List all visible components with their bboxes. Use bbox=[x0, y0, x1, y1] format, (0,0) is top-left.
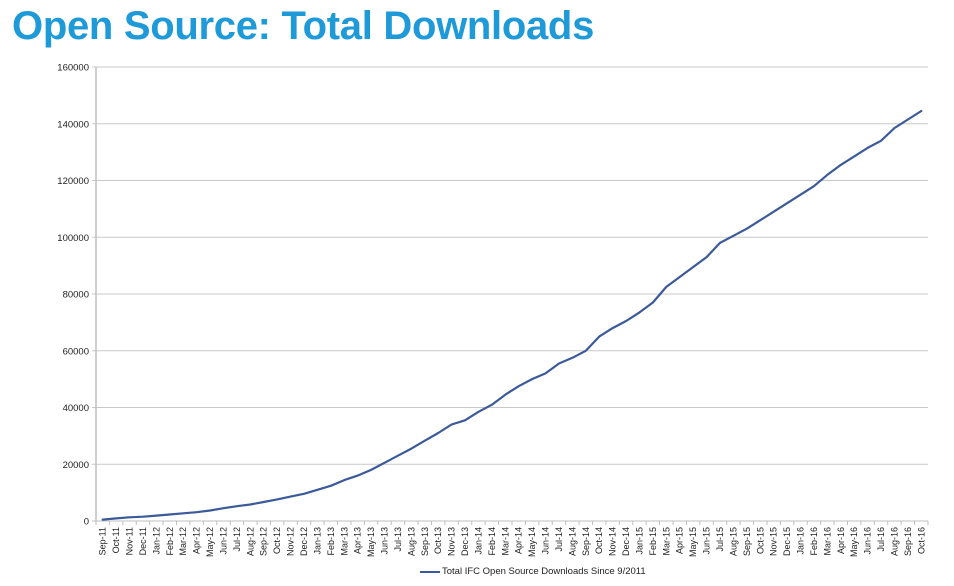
x-tick-label: Jun-15 bbox=[702, 527, 712, 555]
y-tick-label: 120000 bbox=[57, 176, 89, 187]
x-tick-label: Apr-12 bbox=[192, 527, 202, 554]
x-tick-label: Feb-15 bbox=[648, 527, 658, 556]
y-axis: 0 20000 40000 60000 80000 100000 120000 140000 1… bbox=[57, 63, 97, 528]
x-tick-label: Aug-14 bbox=[567, 527, 577, 556]
legend-line-swatch-icon bbox=[420, 570, 440, 573]
x-tick-label: Sep-15 bbox=[742, 527, 752, 556]
x-tick-label: Feb-12 bbox=[165, 527, 175, 556]
x-tick-label: Nov-14 bbox=[608, 527, 618, 556]
x-tick-label: Sep-13 bbox=[420, 527, 430, 556]
downloads-line bbox=[101, 109, 923, 521]
x-tick-label: Nov-15 bbox=[769, 527, 779, 556]
y-tick-label: 160000 bbox=[57, 63, 89, 74]
x-tick-label: Nov-13 bbox=[447, 527, 457, 556]
x-tick-label: Aug-15 bbox=[728, 527, 738, 556]
x-tick-label: Apr-13 bbox=[353, 527, 363, 554]
x-tick-label: Nov-12 bbox=[286, 527, 296, 556]
x-tick-label: May-12 bbox=[205, 527, 215, 557]
x-tick-label: Apr-15 bbox=[675, 527, 685, 554]
legend-label: Total IFC Open Source Downloads Since 9/… bbox=[442, 566, 646, 577]
x-tick-label: Aug-13 bbox=[406, 527, 416, 556]
x-tick-label: Jul-15 bbox=[715, 527, 725, 552]
x-tick-label: Oct-16 bbox=[916, 527, 926, 554]
x-tick-label: Jul-13 bbox=[393, 527, 403, 552]
x-tick-label: Dec-13 bbox=[460, 527, 470, 556]
x-tick-label: May-16 bbox=[849, 527, 859, 557]
x-tick-label: Feb-16 bbox=[809, 527, 819, 556]
x-tick-label: Oct-15 bbox=[755, 527, 765, 554]
x-tick-label: Jan-15 bbox=[634, 527, 644, 555]
x-tick-label: Oct-14 bbox=[594, 527, 604, 554]
x-tick-label: Oct-13 bbox=[433, 527, 443, 554]
legend: Total IFC Open Source Downloads Since 9/… bbox=[420, 566, 646, 577]
x-tick-label: Jan-13 bbox=[312, 527, 322, 555]
y-tick-label: 80000 bbox=[63, 290, 89, 301]
x-tick-label: Apr-14 bbox=[514, 527, 524, 554]
x-tick-label: Jun-16 bbox=[863, 527, 873, 555]
x-tick-label: Sep-12 bbox=[259, 527, 269, 556]
y-tick-label: 140000 bbox=[57, 119, 89, 130]
x-tick-label: Feb-13 bbox=[326, 527, 336, 556]
x-tick-label: Dec-14 bbox=[621, 527, 631, 556]
x-tick-label: Aug-16 bbox=[889, 527, 899, 556]
x-tick-label: Dec-12 bbox=[299, 527, 309, 556]
x-tick-label: Apr-16 bbox=[836, 527, 846, 554]
x-tick-label: Mar-13 bbox=[339, 527, 349, 556]
x-tick-label: Mar-16 bbox=[822, 527, 832, 556]
y-tick-label: 60000 bbox=[63, 346, 89, 357]
x-tick-label: Jul-14 bbox=[554, 527, 564, 552]
x-tick-label: Feb-14 bbox=[487, 527, 497, 556]
page-title: Open Source: Total Downloads bbox=[12, 4, 595, 48]
x-tick-label: Jan-14 bbox=[473, 527, 483, 555]
x-tick-label: Jan-16 bbox=[796, 527, 806, 555]
x-tick-label: Mar-14 bbox=[500, 527, 510, 556]
x-tick-label: Jul-12 bbox=[232, 527, 242, 552]
x-tick-label: May-15 bbox=[688, 527, 698, 557]
x-tick-label: Oct-12 bbox=[272, 527, 282, 554]
x-tick-label: May-13 bbox=[366, 527, 376, 557]
x-tick-label: Mar-15 bbox=[661, 527, 671, 556]
x-tick-label: Sep-14 bbox=[581, 527, 591, 556]
x-tick-label: Oct-11 bbox=[111, 527, 121, 553]
x-tick-label: Jan-12 bbox=[151, 527, 161, 555]
y-tick-label: 20000 bbox=[63, 460, 89, 471]
x-tick-label: Dec-11 bbox=[138, 527, 148, 555]
x-tick-label: Sep-16 bbox=[903, 527, 913, 556]
x-tick-label: Dec-15 bbox=[782, 527, 792, 556]
x-tick-label: Jul-16 bbox=[876, 527, 886, 552]
gridlines bbox=[92, 66, 928, 522]
x-tick-label: Aug-12 bbox=[245, 527, 255, 556]
y-tick-label: 40000 bbox=[63, 403, 89, 414]
x-tick-label: Jun-14 bbox=[541, 527, 551, 555]
x-tick-label: May-14 bbox=[527, 527, 537, 557]
y-tick-label: 100000 bbox=[57, 233, 89, 244]
y-tick-label: 0 bbox=[84, 517, 89, 528]
x-tick-label: Nov-11 bbox=[125, 527, 135, 555]
x-axis: Sep-11 Oct-11 Nov-11 Dec-11 Jan-12 Feb-12 Mar-… bbox=[95, 521, 929, 557]
x-tick-label: Sep-11 bbox=[98, 527, 108, 555]
x-tick-label: Jun-12 bbox=[218, 527, 228, 555]
x-tick-label: Mar-12 bbox=[178, 527, 188, 556]
x-tick-label: Jun-13 bbox=[380, 527, 390, 555]
